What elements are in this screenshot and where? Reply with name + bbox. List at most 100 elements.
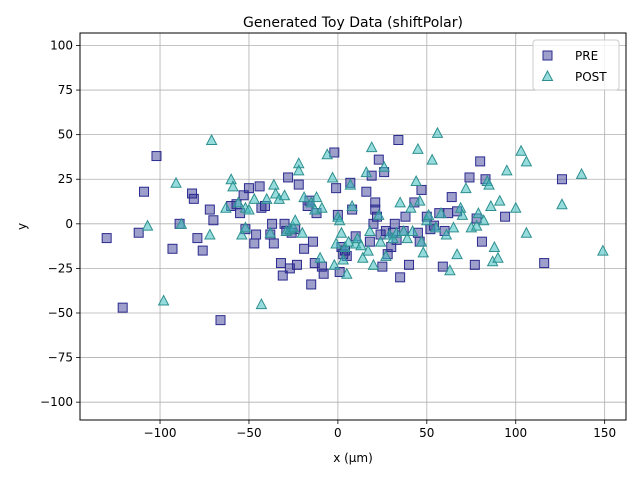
y-tick-label: 25 bbox=[58, 172, 73, 186]
point-pre bbox=[293, 179, 304, 190]
point-post bbox=[344, 178, 357, 190]
point-post bbox=[321, 148, 334, 160]
x-tick-label: 150 bbox=[593, 426, 616, 440]
point-post bbox=[220, 201, 232, 213]
point-pre bbox=[204, 204, 215, 215]
point-post bbox=[556, 198, 568, 210]
point-post bbox=[515, 144, 527, 156]
point-post bbox=[205, 133, 218, 146]
point-pre bbox=[329, 147, 340, 158]
point-pre bbox=[373, 154, 384, 165]
y-tick-label: −25 bbox=[48, 261, 73, 275]
point-post bbox=[157, 294, 170, 306]
point-post bbox=[351, 232, 364, 244]
point-pre bbox=[393, 135, 404, 146]
point-post bbox=[330, 237, 342, 249]
point-post bbox=[141, 219, 154, 231]
point-pre bbox=[377, 261, 388, 272]
plot-frame bbox=[79, 32, 627, 421]
point-post bbox=[339, 240, 351, 253]
point-post bbox=[316, 201, 328, 213]
y-axis-label: y bbox=[15, 223, 29, 230]
point-post bbox=[520, 226, 533, 238]
point-post bbox=[426, 153, 438, 165]
point-post bbox=[236, 228, 248, 240]
point-pre bbox=[249, 238, 260, 249]
point-post bbox=[227, 180, 239, 192]
grid-lines bbox=[80, 33, 626, 420]
point-post bbox=[378, 160, 390, 172]
point-post bbox=[406, 224, 419, 236]
point-post bbox=[342, 235, 355, 247]
point-pre bbox=[275, 258, 286, 269]
point-pre bbox=[268, 238, 279, 249]
point-post bbox=[355, 239, 367, 251]
point-post bbox=[264, 226, 277, 238]
legend-label-pre: PRE bbox=[575, 49, 598, 63]
point-pre bbox=[299, 243, 310, 254]
point-post bbox=[326, 171, 339, 183]
point-post bbox=[488, 240, 501, 253]
point-pre bbox=[464, 172, 475, 183]
point-post bbox=[292, 164, 305, 176]
point-post bbox=[337, 253, 350, 265]
point-post bbox=[420, 214, 433, 226]
point-post bbox=[429, 221, 442, 233]
point-post bbox=[472, 207, 485, 219]
point-post bbox=[298, 191, 310, 203]
point-post bbox=[305, 196, 318, 208]
legend-marker-post bbox=[541, 69, 554, 81]
y-tick-label: −75 bbox=[48, 351, 73, 365]
point-post bbox=[365, 141, 378, 153]
point-post bbox=[394, 196, 406, 208]
point-post bbox=[333, 214, 346, 226]
point-post bbox=[492, 251, 504, 263]
point-pre bbox=[267, 218, 278, 229]
y-tick-label: −50 bbox=[48, 306, 73, 320]
point-post bbox=[483, 178, 495, 190]
point-pre bbox=[291, 259, 302, 270]
point-pre bbox=[151, 151, 162, 162]
point-pre bbox=[309, 258, 320, 269]
point-post bbox=[328, 258, 341, 270]
point-post bbox=[289, 214, 302, 226]
point-post bbox=[451, 248, 463, 260]
point-post bbox=[362, 244, 374, 256]
point-pre bbox=[389, 218, 400, 229]
point-pre bbox=[395, 272, 406, 283]
legend-label-post: POST bbox=[575, 70, 607, 84]
point-post bbox=[360, 166, 373, 178]
point-post bbox=[501, 164, 513, 176]
point-pre bbox=[500, 211, 511, 222]
y-tick-label: 75 bbox=[58, 83, 73, 97]
point-pre bbox=[475, 156, 486, 167]
x-tick-label: −100 bbox=[144, 426, 177, 440]
point-post bbox=[260, 192, 273, 204]
point-pre bbox=[243, 183, 254, 194]
data-points bbox=[101, 126, 609, 326]
point-post bbox=[248, 192, 261, 204]
point-pre bbox=[215, 315, 226, 326]
point-post bbox=[340, 267, 353, 279]
point-post bbox=[310, 191, 323, 203]
point-post bbox=[485, 199, 497, 211]
point-pre bbox=[437, 261, 448, 272]
point-post bbox=[456, 208, 469, 220]
point-post bbox=[397, 224, 410, 236]
point-pre bbox=[197, 245, 208, 256]
point-pre bbox=[208, 215, 219, 226]
point-pre bbox=[469, 259, 480, 270]
point-pre bbox=[254, 181, 265, 192]
x-tick-label: −50 bbox=[236, 426, 261, 440]
y-tick-label: 100 bbox=[50, 38, 73, 52]
point-pre bbox=[364, 236, 375, 247]
x-tick-label: 100 bbox=[504, 426, 527, 440]
point-post bbox=[410, 174, 422, 187]
point-post bbox=[356, 251, 369, 263]
point-pre bbox=[556, 174, 567, 185]
point-post bbox=[232, 196, 245, 208]
point-pre bbox=[446, 192, 457, 203]
point-post bbox=[170, 176, 182, 188]
point-pre bbox=[318, 268, 329, 279]
series-post bbox=[141, 126, 609, 310]
